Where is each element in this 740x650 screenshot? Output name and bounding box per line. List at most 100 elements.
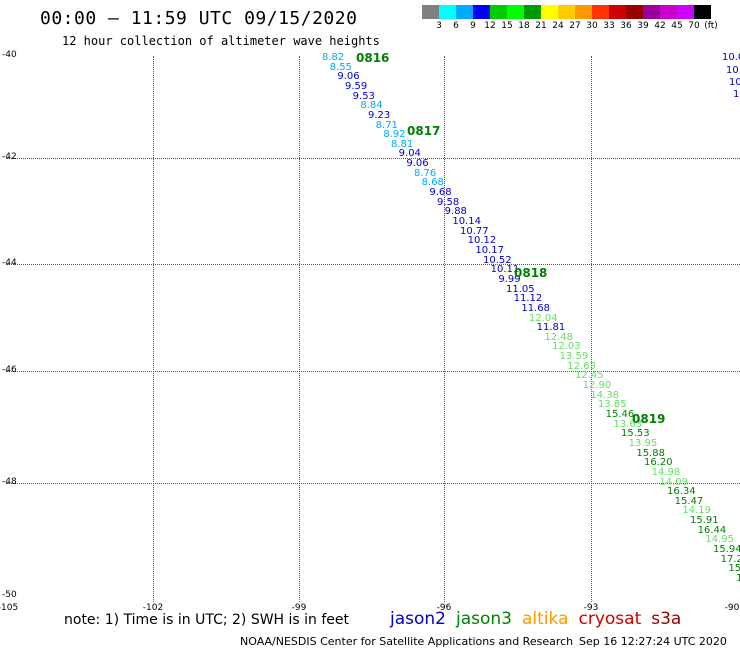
wave-height-value: 10.11 <box>490 264 520 276</box>
colorbar-label: 18 <box>518 21 530 31</box>
wave-height-value: 8.76 <box>414 167 437 179</box>
wave-height-value: 13.95 <box>628 437 658 449</box>
colorbar-label: 12 <box>484 21 496 31</box>
wave-height-value: 12.45 <box>575 370 604 382</box>
wave-height-value: 9.88 <box>444 206 467 218</box>
wave-height-value: 10.12 <box>467 235 497 247</box>
colorbar-swatch <box>643 5 660 19</box>
colorbar-swatch <box>524 5 541 19</box>
wave-height-value: 11.05 <box>506 283 535 295</box>
colorbar-label: 70 <box>688 21 700 31</box>
wave-height-value: 9.06 <box>406 158 429 170</box>
wave-height-value: 8.84 <box>360 100 383 112</box>
colorbar-swatch <box>490 5 507 19</box>
wave-height-value: 9.53 <box>352 90 375 102</box>
longitude-label: -105 <box>0 603 19 613</box>
parallel-line <box>6 158 740 159</box>
footer-credit: NOAA/NESDIS Center for Satellite Applica… <box>240 635 574 648</box>
wave-height-value: 12.48 <box>544 331 573 343</box>
time-mark: 0818 <box>514 266 548 280</box>
wave-height-value: 9.04 <box>398 148 421 160</box>
units-note: note: 1) Time is in UTC; 2) SWH is in fe… <box>64 612 350 628</box>
parallel-line <box>6 264 740 265</box>
colorbar-label: 45 <box>671 21 683 31</box>
colorbar-label: 21 <box>535 21 547 31</box>
wave-height-value: 9.06 <box>337 71 360 83</box>
wave-height-value: 9.99 <box>498 273 521 285</box>
colorbar-label: (ft) <box>704 21 718 31</box>
parallel-line <box>6 371 740 372</box>
wave-height-value: 10.17 <box>475 244 504 256</box>
wave-height-value: 16.44 <box>697 524 727 536</box>
wave-height-value: 12.04 <box>529 312 558 324</box>
colorbar-label: 15 <box>501 21 513 31</box>
longitude-label: -99 <box>291 603 307 613</box>
wave-height-value: 8.92 <box>383 129 406 141</box>
colorbar-swatch <box>694 5 711 19</box>
colorbar-label: 36 <box>620 21 632 31</box>
wave-height-value: 1 <box>733 89 740 100</box>
wave-height-value: 11.68 <box>521 302 550 314</box>
satellite-legend-item: altika <box>522 609 569 629</box>
meridian-line <box>444 56 445 602</box>
wave-height-value: 10 <box>729 77 740 88</box>
wave-height-value: 8.71 <box>375 119 398 131</box>
wave-height-value: 16.20 <box>644 457 673 469</box>
colorbar-swatch <box>473 5 490 19</box>
colorbar-label: 42 <box>654 21 666 31</box>
wave-height-value: 14.38 <box>590 389 619 401</box>
wave-height-value: 1 <box>736 573 740 584</box>
wave-height-value: 14.95 <box>705 534 734 546</box>
wave-height-value: 17.20 <box>720 553 740 565</box>
wave-height-value: 10.14 <box>452 216 481 228</box>
colorbar-label: 24 <box>552 21 564 31</box>
wave-height-value: 16.34 <box>667 486 696 498</box>
colorbar-swatch <box>507 5 524 19</box>
colorbar-label: 27 <box>569 21 581 31</box>
colorbar-swatch <box>541 5 558 19</box>
wave-height-value: 15.91 <box>690 515 719 527</box>
longitude-label: -96 <box>436 603 452 613</box>
colorbar-swatch <box>626 5 643 19</box>
wave-height-value: 12.63 <box>567 360 596 372</box>
map-title: 00:00 – 11:59 UTC 09/15/2020 <box>40 8 358 29</box>
wave-height-value: 13.63 <box>613 418 642 430</box>
wave-height-value: 10.0 <box>722 52 740 63</box>
latitude-label: -48 <box>2 477 17 487</box>
colorbar-swatch <box>660 5 677 19</box>
satellite-legend-item: jason2 <box>390 609 446 629</box>
latitude-label: -40 <box>2 50 17 60</box>
wave-height-value: 10. <box>726 65 740 76</box>
wave-height-value: 15.53 <box>621 428 650 440</box>
wave-height-value: 13.85 <box>598 399 627 411</box>
satellite-legend-item: cryosat <box>578 609 642 629</box>
wave-height-value: 10.52 <box>483 254 512 266</box>
colorbar-label: 3 <box>436 21 442 31</box>
colorbar-swatch <box>575 5 592 19</box>
footer-timestamp: Sep 16 12:27:24 UTC 2020 <box>579 635 727 648</box>
wave-height-colorbar <box>422 5 711 19</box>
wave-height-value: 8.82 <box>322 52 345 63</box>
colorbar-label: 30 <box>586 21 598 31</box>
map-subtitle: 12 hour collection of altimeter wave hei… <box>62 34 380 48</box>
wave-height-value: 8.55 <box>329 61 352 73</box>
wave-height-value: 15.46 <box>605 408 635 420</box>
wave-height-value: 15.88 <box>636 447 665 459</box>
wave-height-value: 15.47 <box>674 495 704 507</box>
colorbar-label: 39 <box>637 21 649 31</box>
wave-height-value: 11.12 <box>513 293 543 305</box>
meridian-line <box>591 56 592 602</box>
time-mark: 0816 <box>356 51 390 65</box>
wave-height-value: 11.81 <box>536 322 566 334</box>
longitude-label: -102 <box>142 603 164 613</box>
satellite-legend-item: jason3 <box>456 609 512 629</box>
latitude-label: -44 <box>2 258 17 268</box>
time-mark: 0817 <box>407 124 441 138</box>
colorbar-label: 33 <box>603 21 615 31</box>
wave-height-value: 14.98 <box>651 466 681 478</box>
wave-height-value: 15.94 <box>713 544 740 556</box>
longitude-label: -90 <box>724 603 740 613</box>
colorbar-label: 9 <box>470 21 476 31</box>
wave-height-value: 15. <box>728 563 740 575</box>
wave-height-value: 14.09 <box>659 476 688 488</box>
